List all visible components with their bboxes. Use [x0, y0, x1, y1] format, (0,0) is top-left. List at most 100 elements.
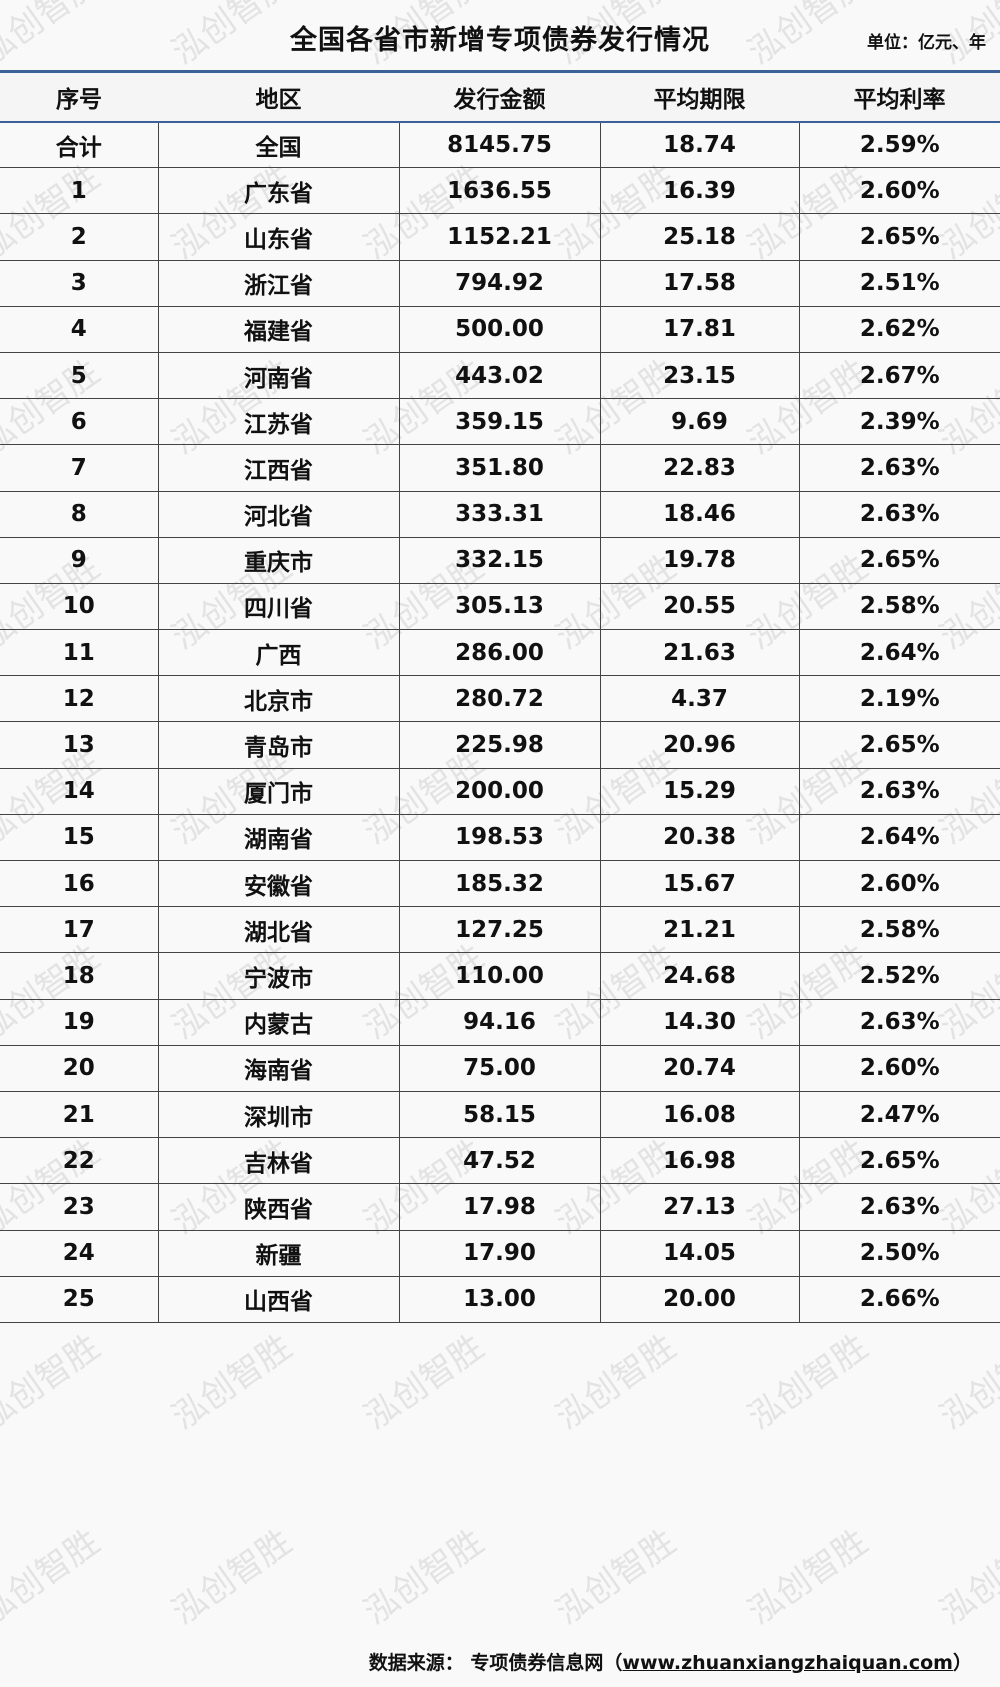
cell-amount: 17.98 — [399, 1183, 601, 1231]
cell-region: 浙江省 — [158, 260, 400, 307]
cell-region: 湖北省 — [158, 906, 400, 954]
table-row: 21 深圳市 58.15 16.08 2.47% — [0, 1091, 1000, 1139]
cell-amount: 280.72 — [399, 675, 601, 723]
table-row: 25 山西省 13.00 20.00 2.66% — [0, 1276, 1000, 1323]
cell-amount: 58.15 — [399, 1091, 601, 1139]
cell-amount: 794.92 — [399, 260, 601, 307]
cell-index: 19 — [0, 999, 159, 1046]
cell-index: 6 — [0, 398, 159, 446]
cell-term: 16.39 — [600, 167, 800, 215]
table-row: 22 吉林省 47.52 16.98 2.65% — [0, 1137, 1000, 1185]
cell-term: 21.63 — [600, 629, 800, 677]
cell-amount: 351.80 — [399, 444, 601, 492]
cell-rate: 2.67% — [799, 352, 1000, 400]
cell-region: 江西省 — [158, 444, 400, 492]
cell-amount: 443.02 — [399, 352, 601, 400]
cell-region: 厦门市 — [158, 768, 400, 815]
cell-region: 内蒙古 — [158, 999, 400, 1046]
cell-region: 深圳市 — [158, 1091, 400, 1139]
source-label: 数据来源： — [368, 1652, 464, 1674]
cell-rate: 2.66% — [799, 1276, 1000, 1323]
cell-region: 广西 — [158, 629, 400, 677]
cell-index: 14 — [0, 768, 159, 815]
header-row: 序号 地区 发行金额 平均期限 平均利率 — [0, 70, 1000, 123]
cell-index: 5 — [0, 352, 159, 400]
cell-region: 北京市 — [158, 675, 400, 723]
table-row: 16 安徽省 185.32 15.67 2.60% — [0, 860, 1000, 908]
cell-rate: 2.60% — [799, 1045, 1000, 1092]
cell-term: 24.68 — [600, 952, 800, 1000]
cell-term: 25.18 — [600, 213, 800, 261]
cell-index: 25 — [0, 1276, 159, 1323]
table-row: 23 陕西省 17.98 27.13 2.63% — [0, 1183, 1000, 1231]
cell-term: 19.78 — [600, 537, 800, 584]
cell-term: 20.00 — [600, 1276, 800, 1323]
source-site: 专项债券信息网（ — [470, 1652, 623, 1674]
table-row: 17 湖北省 127.25 21.21 2.58% — [0, 906, 1000, 954]
cell-region: 安徽省 — [158, 860, 400, 908]
cell-index: 9 — [0, 537, 159, 584]
table-row: 7 江西省 351.80 22.83 2.63% — [0, 444, 1000, 492]
cell-region: 福建省 — [158, 306, 400, 353]
cell-term: 4.37 — [600, 675, 800, 723]
watermark-text: 泓创智胜 — [548, 1326, 684, 1438]
cell-region: 江苏省 — [158, 398, 400, 446]
cell-index: 3 — [0, 260, 159, 307]
unit-label: 单位：亿元、年 — [867, 33, 986, 53]
data-source: 数据来源： 专项债券信息网（www.zhuanxiangzhaiquan.com… — [369, 1648, 972, 1675]
table-row: 9 重庆市 332.15 19.78 2.65% — [0, 537, 1000, 584]
cell-amount: 200.00 — [399, 768, 601, 815]
table-row: 2 山东省 1152.21 25.18 2.65% — [0, 213, 1000, 261]
cell-term: 20.74 — [600, 1045, 800, 1092]
table-row: 1 广东省 1636.55 16.39 2.60% — [0, 167, 1000, 215]
cell-rate: 2.60% — [799, 167, 1000, 215]
cell-region: 河南省 — [158, 352, 400, 400]
watermark-text: 泓创智胜 — [164, 1326, 300, 1438]
cell-amount: 185.32 — [399, 860, 601, 908]
cell-term: 14.05 — [600, 1230, 800, 1277]
cell-index: 24 — [0, 1230, 159, 1277]
table-row: 19 内蒙古 94.16 14.30 2.63% — [0, 999, 1000, 1046]
table-row: 10 四川省 305.13 20.55 2.58% — [0, 583, 1000, 631]
table-row: 4 福建省 500.00 17.81 2.62% — [0, 306, 1000, 353]
cell-rate: 2.51% — [799, 260, 1000, 307]
table-row: 3 浙江省 794.92 17.58 2.51% — [0, 260, 1000, 307]
cell-rate: 2.58% — [799, 906, 1000, 954]
cell-rate: 2.63% — [799, 999, 1000, 1046]
cell-region: 全国 — [158, 121, 400, 169]
cell-index: 11 — [0, 629, 159, 677]
cell-rate: 2.64% — [799, 629, 1000, 677]
watermark-text: 泓创智胜 — [740, 1521, 876, 1633]
cell-index: 1 — [0, 167, 159, 215]
cell-amount: 500.00 — [399, 306, 601, 353]
cell-amount: 17.90 — [399, 1230, 601, 1277]
cell-index: 17 — [0, 906, 159, 954]
watermark-text: 泓创智胜 — [164, 1521, 300, 1633]
cell-region: 河北省 — [158, 491, 400, 538]
cell-index: 8 — [0, 491, 159, 538]
cell-rate: 2.63% — [799, 491, 1000, 538]
table-row: 5 河南省 443.02 23.15 2.67% — [0, 352, 1000, 400]
cell-region: 重庆市 — [158, 537, 400, 584]
cell-region: 海南省 — [158, 1045, 400, 1092]
cell-amount: 110.00 — [399, 952, 601, 1000]
cell-term: 16.98 — [600, 1137, 800, 1185]
cell-region: 新疆 — [158, 1230, 400, 1277]
cell-region: 广东省 — [158, 167, 400, 215]
cell-index: 23 — [0, 1183, 159, 1231]
cell-rate: 2.50% — [799, 1230, 1000, 1277]
table-row: 24 新疆 17.90 14.05 2.50% — [0, 1230, 1000, 1277]
cell-index: 13 — [0, 721, 159, 769]
cell-rate: 2.58% — [799, 583, 1000, 631]
source-url[interactable]: www.zhuanxiangzhaiquan.com — [622, 1652, 953, 1674]
cell-rate: 2.60% — [799, 860, 1000, 908]
cell-amount: 1152.21 — [399, 213, 601, 261]
cell-amount: 225.98 — [399, 721, 601, 769]
col-header-rate: 平均利率 — [799, 70, 1000, 123]
cell-rate: 2.65% — [799, 721, 1000, 769]
cell-rate: 2.62% — [799, 306, 1000, 353]
cell-amount: 8145.75 — [399, 121, 601, 169]
watermark-text: 泓创智胜 — [548, 1521, 684, 1633]
source-close: ） — [952, 1652, 972, 1674]
page-title: 全国各省市新增专项债券发行情况 — [290, 25, 710, 56]
